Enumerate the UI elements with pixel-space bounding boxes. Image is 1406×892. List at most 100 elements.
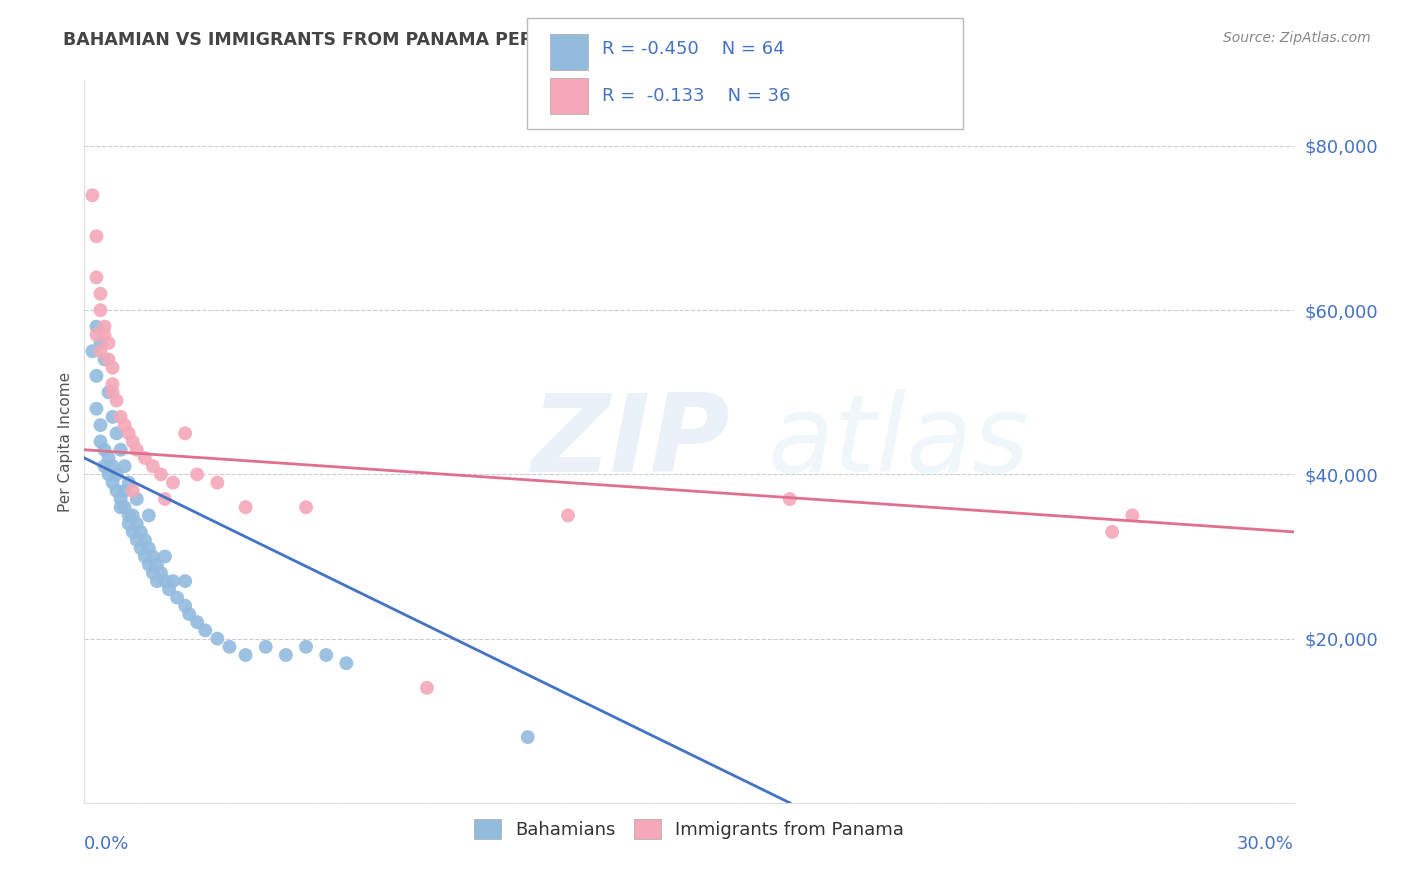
Point bbox=[129, 541, 152, 556]
Point bbox=[105, 483, 128, 498]
Point bbox=[114, 459, 136, 474]
Point bbox=[97, 467, 120, 482]
Point bbox=[335, 657, 357, 671]
Point bbox=[186, 467, 208, 482]
Point bbox=[114, 483, 136, 498]
Point bbox=[235, 648, 257, 662]
Point bbox=[89, 336, 111, 351]
Point bbox=[101, 360, 124, 375]
Text: R = -0.450    N = 64: R = -0.450 N = 64 bbox=[602, 40, 785, 58]
Point bbox=[516, 730, 538, 744]
Point bbox=[146, 558, 169, 572]
Point bbox=[295, 500, 318, 515]
Point bbox=[105, 393, 128, 408]
Point bbox=[125, 491, 148, 506]
Point bbox=[93, 459, 115, 474]
Text: BAHAMIAN VS IMMIGRANTS FROM PANAMA PER CAPITA INCOME CORRELATION CHART: BAHAMIAN VS IMMIGRANTS FROM PANAMA PER C… bbox=[63, 31, 908, 49]
Point bbox=[125, 516, 148, 531]
Point bbox=[315, 648, 337, 662]
Y-axis label: Per Capita Income: Per Capita Income bbox=[58, 371, 73, 512]
Point bbox=[142, 549, 165, 564]
Point bbox=[97, 450, 120, 465]
Point bbox=[89, 418, 111, 433]
Point bbox=[162, 475, 184, 490]
Point bbox=[97, 336, 120, 351]
Point bbox=[118, 516, 141, 531]
Point bbox=[153, 549, 176, 564]
Point bbox=[1101, 524, 1123, 539]
Point bbox=[86, 319, 108, 334]
Point bbox=[557, 508, 579, 523]
Point bbox=[142, 459, 165, 474]
Point bbox=[125, 442, 148, 457]
Point bbox=[93, 327, 115, 342]
Point bbox=[110, 491, 132, 506]
Point bbox=[235, 500, 257, 515]
Text: R =  -0.133    N = 36: R = -0.133 N = 36 bbox=[602, 87, 790, 105]
Point bbox=[86, 229, 108, 244]
Point bbox=[207, 475, 229, 490]
Point bbox=[93, 352, 115, 367]
Point bbox=[86, 368, 108, 383]
Point bbox=[207, 632, 229, 646]
Point bbox=[174, 599, 197, 613]
Point bbox=[101, 475, 124, 490]
Point bbox=[101, 409, 124, 424]
Point bbox=[138, 508, 160, 523]
Point bbox=[86, 270, 108, 285]
Text: ZIP: ZIP bbox=[531, 389, 730, 494]
Point bbox=[157, 582, 180, 597]
Point bbox=[121, 524, 143, 539]
Point bbox=[114, 500, 136, 515]
Point bbox=[138, 558, 160, 572]
Legend: Bahamians, Immigrants from Panama: Bahamians, Immigrants from Panama bbox=[468, 814, 910, 845]
Point bbox=[110, 442, 132, 457]
Point bbox=[134, 450, 156, 465]
Point bbox=[110, 500, 132, 515]
Point bbox=[779, 491, 801, 506]
Point bbox=[101, 385, 124, 400]
Text: 0.0%: 0.0% bbox=[84, 835, 129, 854]
Point bbox=[146, 574, 169, 588]
Point bbox=[93, 319, 115, 334]
Point bbox=[114, 418, 136, 433]
Point bbox=[110, 409, 132, 424]
Point bbox=[82, 344, 104, 359]
Point bbox=[105, 426, 128, 441]
Point bbox=[118, 508, 141, 523]
Point bbox=[179, 607, 201, 621]
Point bbox=[86, 327, 108, 342]
Point bbox=[186, 615, 208, 630]
Point bbox=[101, 459, 124, 474]
Point bbox=[254, 640, 277, 654]
Point bbox=[86, 401, 108, 416]
Point bbox=[174, 574, 197, 588]
Point bbox=[194, 624, 217, 638]
Point bbox=[125, 533, 148, 547]
Text: Source: ZipAtlas.com: Source: ZipAtlas.com bbox=[1223, 31, 1371, 45]
Point bbox=[89, 344, 111, 359]
Point bbox=[134, 549, 156, 564]
Point bbox=[295, 640, 318, 654]
Point bbox=[166, 591, 188, 605]
Point bbox=[153, 574, 176, 588]
Point bbox=[149, 566, 172, 580]
Point bbox=[138, 541, 160, 556]
Point bbox=[162, 574, 184, 588]
Point bbox=[121, 508, 143, 523]
Text: 30.0%: 30.0% bbox=[1237, 835, 1294, 854]
Point bbox=[89, 303, 111, 318]
Point bbox=[134, 533, 156, 547]
Point bbox=[93, 442, 115, 457]
Point bbox=[121, 434, 143, 449]
Point bbox=[89, 286, 111, 301]
Point bbox=[153, 491, 176, 506]
Point bbox=[218, 640, 240, 654]
Point bbox=[101, 377, 124, 392]
Point bbox=[121, 483, 143, 498]
Point bbox=[118, 426, 141, 441]
Point bbox=[149, 467, 172, 482]
Point bbox=[129, 524, 152, 539]
Point bbox=[1121, 508, 1143, 523]
Point bbox=[142, 566, 165, 580]
